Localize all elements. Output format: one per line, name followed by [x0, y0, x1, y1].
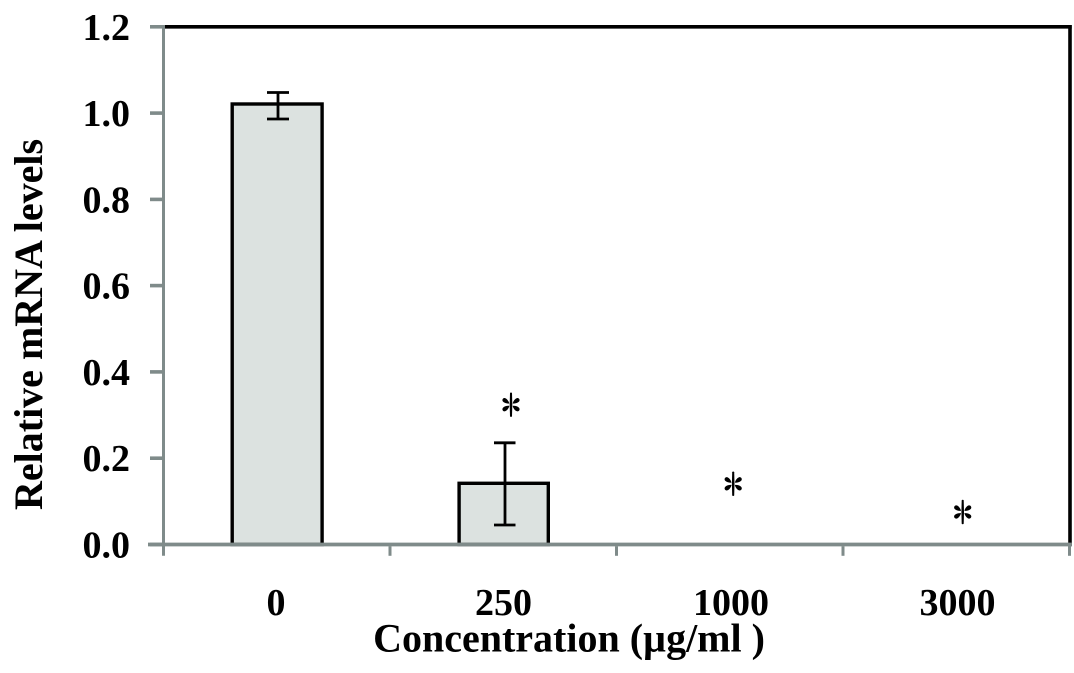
svg-text:1000: 1000	[693, 582, 769, 624]
svg-text:3000: 3000	[920, 582, 996, 624]
svg-text:Concentration (µg/ml ): Concentration (µg/ml )	[373, 616, 765, 661]
svg-text:0: 0	[267, 582, 286, 624]
svg-text:0.4: 0.4	[83, 352, 131, 394]
svg-text:1.2: 1.2	[83, 7, 131, 49]
svg-text:0.0: 0.0	[83, 525, 131, 567]
svg-text:Relative mRNA levels: Relative mRNA levels	[6, 139, 51, 510]
svg-text:250: 250	[475, 582, 532, 624]
svg-text:0.8: 0.8	[83, 179, 131, 221]
svg-text:0.6: 0.6	[83, 266, 131, 308]
svg-text:1.0: 1.0	[83, 93, 131, 135]
svg-text:0.2: 0.2	[83, 438, 131, 480]
